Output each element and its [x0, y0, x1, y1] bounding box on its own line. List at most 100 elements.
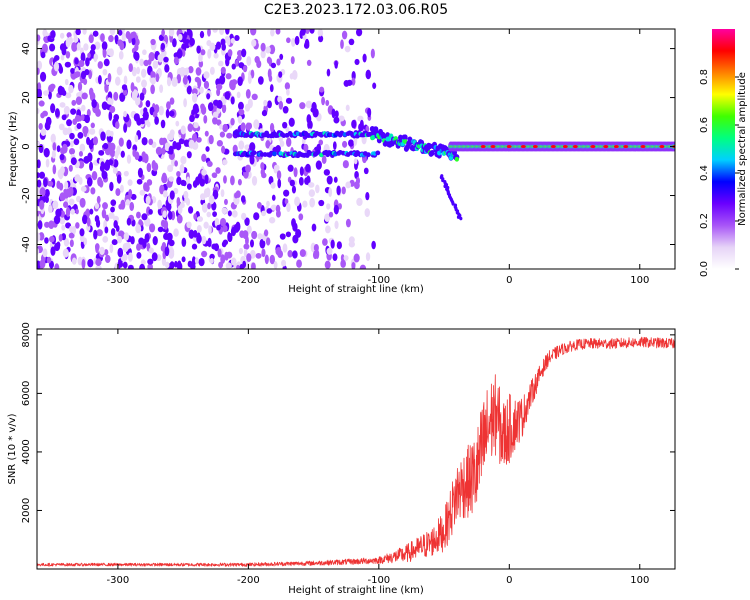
heatmap-cell [66, 127, 73, 136]
heatmap-cell [70, 108, 77, 115]
heatmap-cell [260, 168, 265, 176]
heatmap-cell [60, 54, 65, 61]
heatmap-cell [74, 71, 81, 78]
heatmap-cell [219, 124, 223, 130]
heatmap-cell [94, 202, 100, 210]
heatmap-cell [216, 108, 221, 114]
heatmap-cell [135, 76, 141, 83]
heatmap-cell [270, 62, 277, 69]
heatmap-cell [550, 145, 556, 149]
heatmap-cell [146, 179, 153, 186]
heatmap-cell [295, 228, 302, 238]
heatmap-cell [236, 50, 243, 57]
heatmap-cell [230, 257, 237, 266]
snr-x-axis-label: Height of straight line (km) [288, 585, 424, 596]
heatmap-cell [278, 100, 284, 110]
heatmap-cell [61, 143, 68, 154]
heatmap-cell [256, 202, 262, 209]
heatmap-cell [93, 229, 98, 240]
heatmap-cell [291, 70, 298, 80]
heatmap-cell [240, 195, 246, 203]
spectrogram-heatmap [37, 29, 675, 269]
heatmap-cell [78, 151, 84, 157]
heatmap-cell [37, 67, 40, 75]
heatmap-cell [81, 214, 88, 225]
heatmap-cell [250, 69, 255, 79]
heatmap-cell [345, 218, 351, 228]
heatmap-cell [222, 225, 228, 233]
heatmap-cell [402, 134, 408, 141]
heatmap-cell [459, 216, 463, 221]
heatmap-cell [127, 179, 133, 186]
heatmap-cell [50, 103, 56, 114]
heatmap-cell [47, 180, 54, 187]
x-tick-label: 0 [506, 575, 512, 586]
heatmap-cell [284, 198, 289, 205]
heatmap-cell [203, 114, 208, 124]
heatmap-cell [221, 103, 227, 114]
heatmap-cell [108, 35, 114, 43]
heatmap-cell [372, 82, 377, 89]
heatmap-cell [77, 81, 83, 92]
heatmap-cell [271, 194, 276, 201]
heatmap-cell [338, 115, 345, 122]
heatmap-cell [41, 110, 48, 117]
heatmap-cell [70, 208, 76, 215]
heatmap-cell [365, 69, 372, 80]
heatmap-cell [245, 88, 251, 99]
heatmap-cell [216, 88, 221, 97]
heatmap-cell [480, 145, 486, 149]
heatmap-cell [147, 258, 154, 265]
heatmap-cell [97, 61, 103, 69]
heatmap-cell [206, 211, 212, 218]
heatmap-cell [323, 169, 331, 176]
heatmap-cell [90, 187, 96, 195]
heatmap-cell [38, 143, 44, 154]
y-tick-label: 2000 [21, 498, 32, 523]
heatmap-cell [115, 76, 121, 86]
heatmap-cell [326, 247, 333, 255]
heatmap-cell [112, 166, 118, 175]
heatmap-cell [315, 149, 321, 155]
heatmap-cell [122, 242, 129, 253]
heatmap-cell [110, 143, 115, 153]
heatmap-cell [365, 192, 370, 201]
heatmap-cell [178, 138, 185, 145]
heatmap-cell [77, 131, 84, 139]
heatmap-cell [148, 209, 153, 215]
snr-panel: -300 -200 -100 0 100 2000 4000 6000 8000 Height… [7, 322, 676, 596]
heatmap-cell [136, 243, 142, 251]
heatmap-cell [161, 147, 166, 155]
heatmap-cell [53, 215, 61, 225]
heatmap-cell [247, 73, 252, 84]
heatmap-cell [141, 68, 147, 78]
heatmap-cell [58, 123, 65, 131]
heatmap-cell [244, 103, 251, 112]
heatmap-cell [285, 231, 292, 238]
heatmap-cell [102, 49, 107, 58]
heatmap-cell [244, 218, 250, 226]
heatmap-cell [177, 205, 183, 215]
heatmap-cell [192, 133, 198, 142]
y-tick-label: 20 [21, 91, 32, 104]
heatmap-cell [188, 206, 194, 214]
heatmap-cell [61, 114, 67, 121]
heatmap-cell [162, 190, 168, 198]
heatmap-cell [299, 102, 306, 110]
heatmap-cell [334, 220, 339, 230]
heatmap-cell [81, 104, 86, 112]
heatmap-cell [146, 162, 152, 173]
heatmap-cell [236, 91, 241, 99]
heatmap-cell [116, 66, 123, 76]
heatmap-cell [308, 189, 316, 197]
heatmap-cell [490, 145, 496, 149]
heatmap-cell [359, 264, 367, 269]
heatmap-cell [243, 248, 248, 258]
heatmap-cell [50, 133, 56, 144]
heatmap-cell [189, 29, 193, 39]
heatmap-cell [74, 114, 81, 122]
heatmap-cell [185, 67, 189, 75]
heatmap-cell [103, 58, 110, 67]
heatmap-cell [260, 162, 265, 170]
